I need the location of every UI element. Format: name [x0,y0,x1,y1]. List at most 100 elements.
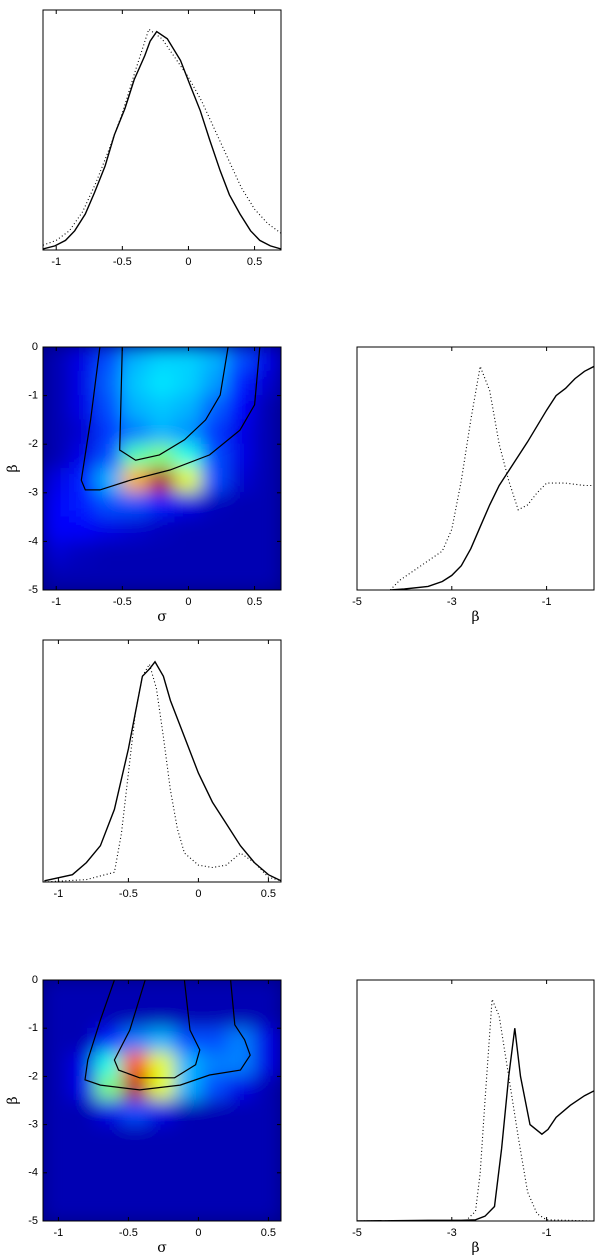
heatmap-cell [68,1100,97,1126]
heatmap-cell [174,492,203,518]
heatmap-cell [148,347,176,372]
heatmap-cell [148,565,176,590]
density-line [390,365,594,590]
heatmap-cell [254,370,281,397]
density-line [44,660,281,882]
heatmap-cell [68,1172,97,1198]
panel: -5 -3 -1 β [352,979,595,1256]
heatmap-cell [68,443,97,469]
heatmap-cell [95,419,123,445]
heatmap-cell [43,347,70,372]
heatmap-cell [95,565,123,590]
panel: -1 -0.5 0 0.5 [42,9,282,268]
heatmap-cell [201,1075,229,1101]
heatmap-cell [121,1003,150,1029]
x-tick-label: -0.5 [119,1227,138,1239]
heatmap-cell [43,1051,70,1077]
x-tick-label: 0.5 [261,1227,276,1239]
heatmap-cell [254,395,281,421]
heatmap-cell [227,1075,256,1101]
heatmap-cell [95,492,123,518]
heatmap-cell [43,1172,70,1198]
heatmap-cell [148,1196,176,1221]
heatmap-cell [227,1003,256,1029]
heatmap-cell [68,1196,97,1221]
y-tick-label: -3 [28,487,38,499]
heatmap-cell [68,980,97,1005]
heatmap-cell [174,395,203,421]
heatmap-cell [254,468,281,494]
heatmap-cell [201,347,229,372]
heatmap-cell [254,565,281,590]
heatmap-cell [254,1027,281,1053]
density-line [44,662,281,882]
heatmap-cell [121,492,150,518]
heatmap-cell [148,370,176,397]
heatmap-cell [95,980,123,1005]
heatmap-cell [254,1003,281,1029]
heatmap-cell [254,1124,281,1150]
heatmap-cell [148,492,176,518]
heatmap-cell [95,1196,123,1221]
heatmap-cell [227,419,256,445]
heatmap-cell [174,980,203,1005]
heatmap-cell [43,540,70,567]
heatmap-cell [43,1148,70,1174]
axes-frame [356,346,595,591]
heatmap-cell [227,395,256,421]
x-tick-label: -3 [447,596,457,608]
heatmap-cell [254,1196,281,1221]
heatmap-cell [68,419,97,445]
heatmap-cell [121,516,150,542]
heatmap-cell [121,395,150,421]
y-tick-label: -1 [28,1022,38,1034]
heatmap-cell [148,980,176,1005]
heatmap-cell [227,1100,256,1126]
heatmap-cell [95,516,123,542]
plot-area [357,999,594,1221]
x-tick-label: -1 [54,1227,64,1239]
heatmap-cell [227,370,256,397]
y-axis-label: β [5,1096,21,1104]
heatmap-cell [201,492,229,518]
heatmap-cell [148,516,176,542]
heatmap-cell [43,443,70,469]
heatmap-cell [95,1003,123,1029]
heatmap-cell [68,516,97,542]
heatmap-cell [174,565,203,590]
heatmap-cell [174,1075,203,1101]
heatmap-cell [43,516,70,542]
heatmap-cell [174,347,203,372]
heatmap-cell [43,370,70,397]
heatmap-cell [68,1051,97,1077]
x-tick-label: 0.5 [247,256,262,268]
y-tick-label: -2 [28,1070,38,1082]
y-tick-label: -4 [28,535,38,547]
x-tick-label: -1 [542,1227,552,1239]
axes-frame [356,979,595,1222]
y-tick-label: 0 [32,341,38,353]
heatmap-cell [174,1027,203,1053]
heatmap-cell [201,565,229,590]
y-tick-label: -4 [28,1167,38,1179]
heatmap-cell [254,419,281,445]
heatmap-cell [68,347,97,372]
heatmap-cell [95,1100,123,1126]
heatmap-cell [148,419,176,445]
plot-area [389,364,594,590]
heatmap-cell [201,1172,229,1198]
heatmap-cells [43,980,281,1221]
heatmap-cell [227,1148,256,1174]
y-tick-label: -5 [28,1215,38,1227]
x-tick-label: 0 [185,256,191,268]
heatmap-cell [227,1124,256,1150]
heatmap-cell [43,468,70,494]
heatmap-cell [68,540,97,567]
panel: -1 -0.5 0 0.5 0 -1 -2 -3 -4 -5 σ β [5,974,282,1256]
heatmap-cell [201,1003,229,1029]
heatmap-cell [227,1051,256,1077]
heatmap-cell [43,1075,70,1101]
heatmap-cell [174,516,203,542]
heatmap-cell [174,468,203,494]
heatmap-cell [68,1075,97,1101]
